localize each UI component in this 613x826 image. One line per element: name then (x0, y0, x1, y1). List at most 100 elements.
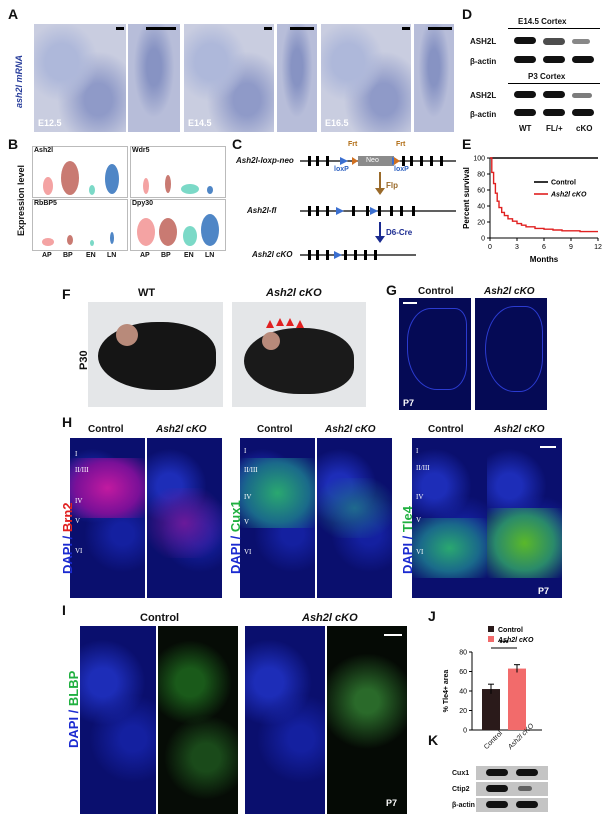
d-title-1: E14.5 Cortex (518, 17, 567, 26)
d-band (572, 39, 590, 44)
g-age: P7 (403, 398, 415, 408)
a-age-3: E16.5 (325, 118, 349, 128)
panel-b-label: B (8, 136, 19, 152)
c-neo-label: Neo (366, 157, 379, 164)
d-band (514, 91, 536, 98)
k-band (516, 769, 538, 776)
h-layer-vi: VI (75, 547, 83, 555)
j-bar-1 (482, 689, 500, 730)
f-cko: Ash2l cKO (266, 287, 322, 299)
h-cko-3: Ash2l cKO (494, 424, 545, 435)
e-y-tick-label: 40 (477, 204, 485, 211)
b-violin-wdr5-bp (165, 175, 171, 193)
f-wt-photo (88, 302, 223, 407)
b-violin-dpy30-ln (201, 214, 219, 246)
h-control-tle4 (412, 438, 487, 598)
e-x-tick-label: 9 (569, 244, 573, 251)
b-violin-wdr5-en (181, 184, 199, 194)
h-dapi-2: DAPI / Cux1 (228, 500, 243, 574)
j-legend-label: Ash2l cKO (497, 637, 534, 644)
b-violin-ash2l-bp (61, 161, 79, 195)
b-violin-rbbp5-en (90, 240, 94, 246)
d-protein-2b: β-actin (470, 110, 497, 119)
h-control-cux1 (240, 438, 315, 598)
h-layer-ii-iii: II/III (416, 464, 430, 472)
h-marker-2: Cux1 (228, 500, 243, 533)
k-row-1: Cux1 (452, 770, 470, 777)
b-violin-rbbp5-ap (42, 238, 54, 246)
c-frt-1: Frt (348, 141, 358, 148)
panel-g-label: G (386, 282, 397, 298)
panel-d-label: D (462, 6, 473, 22)
k-band (486, 769, 508, 776)
j-sig: *** (499, 639, 509, 648)
b-celltype-2a: BP (63, 252, 73, 259)
d-lane-3: cKO (576, 124, 593, 133)
i-control: Control (140, 612, 180, 624)
a-scalebar-2 (146, 27, 176, 30)
b-celltype-4b: LN (205, 252, 215, 259)
h-cko-2: Ash2l cKO (325, 424, 376, 435)
b-gene-1: Ash2l (34, 147, 54, 154)
a-e145-zoom (277, 24, 317, 132)
k-blot-3 (476, 798, 548, 812)
h-control-1: Control (88, 424, 124, 435)
e-x-tick-label: 3 (515, 244, 519, 251)
h-dapi-3: DAPI / Tle4 (400, 506, 415, 574)
c-cre: D6-Cre (386, 228, 413, 237)
panel-a-label: A (8, 6, 19, 22)
j-bar-chart: 0 20 40 60 80 % Tle4+ area Control Ash2l cKO*** (443, 626, 542, 735)
e-xlabel: Months (530, 255, 559, 264)
b-celltype-4a: LN (107, 252, 117, 259)
h-layer-i: I (416, 447, 419, 455)
b-celltype-3a: EN (86, 252, 96, 259)
a-e125-overview (34, 24, 126, 132)
h-layer-iv: IV (416, 493, 424, 501)
i-age: P7 (386, 798, 398, 808)
h-control-brn2 (70, 438, 145, 598)
a-scalebar-4 (290, 27, 314, 30)
j-ylabel: % Tle4+ area (443, 670, 450, 713)
d-band (514, 37, 536, 44)
d-title-line-1 (508, 28, 600, 29)
b-violin-rbbp5-bp (67, 235, 73, 245)
j-y-tick-label: 0 (463, 728, 467, 735)
d-title-line-2 (508, 83, 600, 84)
d-band (514, 56, 536, 63)
k-blot-2 (476, 782, 548, 796)
b-violin-ash2l-ln (105, 164, 119, 194)
h-dapi-2-text: DAPI (228, 542, 243, 574)
a-scalebar-5 (402, 27, 410, 30)
panel-e-label: E (462, 136, 472, 152)
e-legend-label: Ash2l cKO (550, 192, 587, 199)
d-lane-1: WT (519, 124, 532, 133)
i-scalebar (384, 634, 402, 636)
h-layer-v: V (416, 516, 422, 524)
c-construct-diagram (300, 156, 456, 260)
i-cko-blbp (327, 626, 407, 814)
g-control-image (399, 298, 471, 410)
h-dapi-1: DAPI / Brn2 (60, 502, 75, 574)
j-y-tick-label: 80 (459, 650, 467, 657)
e-legend-label: Control (551, 180, 576, 187)
f-wt: WT (138, 287, 156, 299)
e-survival-chart: 0 20 40 60 80 100 0 3 6 9 12 Months Percent survival… (462, 156, 602, 265)
h-layer-iv: IV (75, 497, 83, 505)
f-cko-photo (232, 302, 366, 407)
a-scalebar-3 (264, 27, 272, 30)
a-age-2: E14.5 (188, 118, 212, 128)
h-age: P7 (538, 586, 550, 596)
b-violin-dpy30-bp (159, 218, 177, 246)
k-band (516, 801, 538, 808)
a-age-1: E12.5 (38, 118, 62, 128)
e-series-2 (490, 157, 598, 233)
c-loxp-2: loxP (394, 166, 409, 173)
b-violin-dpy30-ap (137, 218, 155, 246)
panel-i-label: I (62, 602, 66, 618)
panel-a-ylabel: ash2l mRNA (14, 54, 24, 108)
panel-b-ylabel: Expression level (16, 164, 26, 236)
j-y-tick-label: 60 (459, 669, 467, 676)
a-e165-zoom (414, 24, 454, 132)
j-legend-swatch (488, 636, 494, 642)
e-y-tick-label: 100 (473, 156, 485, 163)
